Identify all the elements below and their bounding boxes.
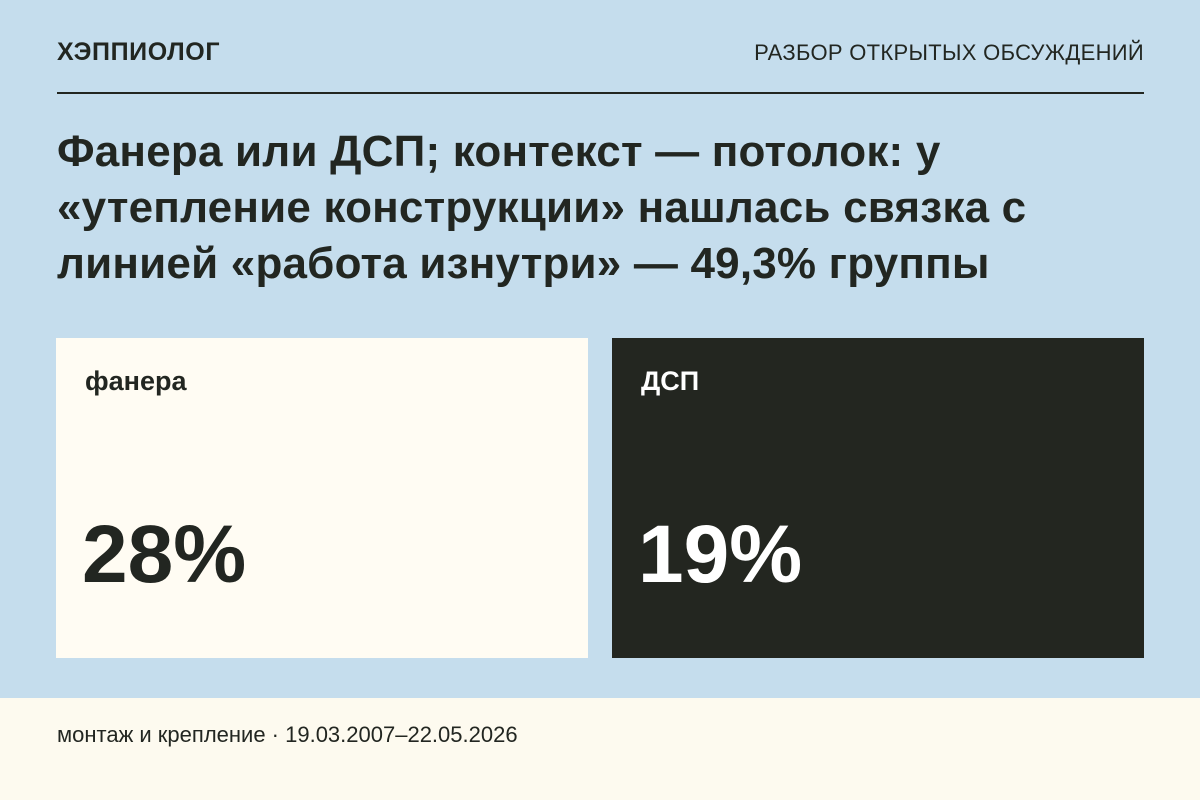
headline: Фанера или ДСП; контекст — потолок: у «у… <box>57 127 1027 288</box>
option-percentage: 19% <box>638 509 803 600</box>
footer-bar: монтаж и крепление · 19.03.2007–22.05.20… <box>0 698 1200 800</box>
option-percentage: 28% <box>82 509 247 600</box>
header-bar: ХЭППИОЛОГ РАЗБОР ОТКРЫТЫХ ОБСУЖДЕНИЙ <box>57 36 1144 70</box>
option-label: ДСП <box>641 366 700 396</box>
brand-name: ХЭППИОЛОГ <box>57 38 221 66</box>
option-card-plywood: фанера 28% <box>56 338 588 658</box>
option-label: фанера <box>85 366 187 396</box>
header-divider <box>57 92 1144 94</box>
footer-topic-and-dates: монтаж и крепление · 19.03.2007–22.05.20… <box>57 722 518 747</box>
section-title: РАЗБОР ОТКРЫТЫХ ОБСУЖДЕНИЙ <box>754 40 1144 65</box>
option-card-particleboard: ДСП 19% <box>612 338 1144 658</box>
